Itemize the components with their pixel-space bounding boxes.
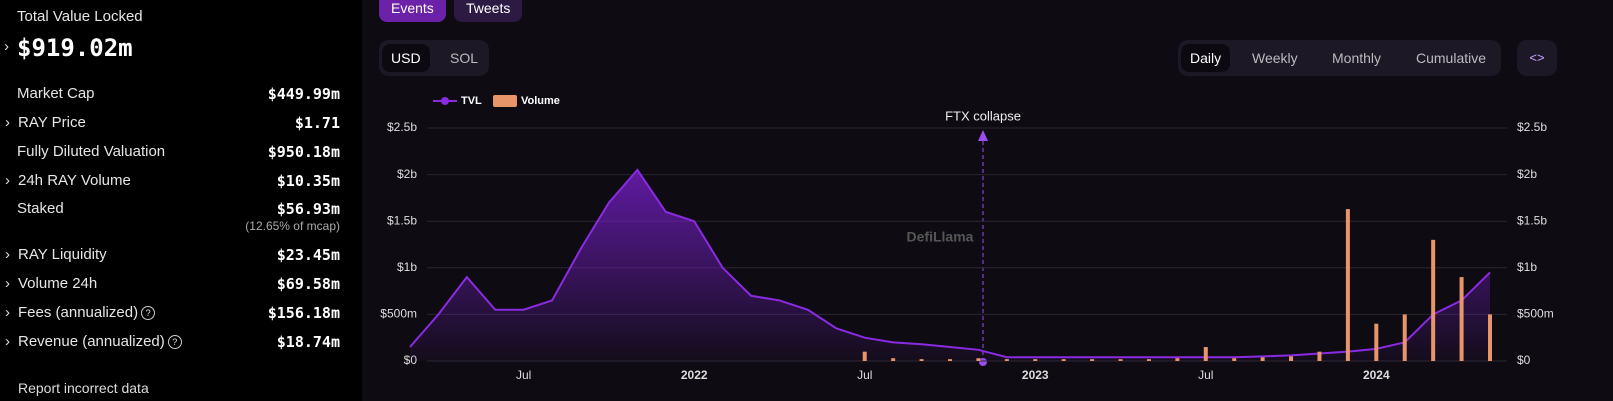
y-tick-label: $1b [397,260,417,274]
label-text: Revenue (annualized) [18,333,165,350]
volume-bar [1402,314,1407,361]
y2-tick-label: $2b [1517,167,1537,181]
volume-bar [1289,356,1294,361]
row-value: $449.99m [267,85,340,103]
chart: DefiLlama FTX collapse $0 $500m $1b $1.5b $2… [380,95,1554,382]
row-label: Market Cap [17,85,95,102]
help-icon[interactable]: ? [141,306,156,320]
chevron: › [4,38,9,55]
volume-bar [1232,358,1237,361]
row-label: Staked [17,200,64,217]
row-label[interactable]: Fees (annualized)? [18,304,156,321]
currency-button[interactable]: SOL [450,50,479,66]
y-tick-label: $2.5b [387,120,417,134]
watermark: DefiLlama [907,229,974,245]
legend-label: TVL [461,95,482,107]
volume-bar [1431,239,1436,361]
legend-swatch [493,95,517,107]
annotation: FTX collapse [945,108,1021,123]
embed-button[interactable]: <> [1517,40,1557,76]
volume-bar [1488,314,1492,361]
row-value: $10.35m [276,172,340,190]
volume-bar [1090,359,1095,361]
row-value: $23.45m [276,246,340,264]
row-label[interactable]: Volume 24h [18,275,98,292]
tvl-label: Total Value Locked [17,8,143,25]
y2-tick-label: $1.5b [1517,213,1547,227]
row-note: (12.65% of mcap) [245,219,340,233]
report-link[interactable]: Report incorrect data [18,380,149,396]
sidebar: Total Value Locked › $919.02m Market Cap… [0,0,362,401]
volume-bar [1004,359,1009,361]
x-tick-label: 2022 [681,368,708,382]
chevron: › [5,172,10,189]
volume-bar [919,359,924,361]
x-tick-label: Jul [516,368,531,382]
tab-button[interactable]: Events [379,0,446,22]
chevron: › [5,114,10,131]
legend-dot [441,97,449,105]
y2-tick-label: $500m [1517,307,1554,321]
volume-bar [1146,359,1151,361]
row-value: $156.18m [267,304,340,322]
legend-label: Volume [521,95,560,107]
period-button[interactable]: Cumulative [1416,50,1487,66]
y2-tick-label: $1b [1517,260,1537,274]
y-tick-label: $2b [397,167,417,181]
y2-tick-label: $2.5b [1517,120,1547,134]
period-button[interactable]: Daily [1181,44,1231,72]
event-arrow [978,130,988,141]
period-button[interactable]: Monthly [1332,50,1382,66]
row-value: $950.18m [267,143,340,161]
help-icon[interactable]: ? [167,335,182,349]
volume-bar [891,358,896,361]
label-text: Fees (annualized) [18,304,139,321]
period-toggle [1178,40,1501,76]
volume-bar [862,351,867,361]
volume-bar [1175,358,1180,361]
row-label[interactable]: RAY Price [18,114,86,131]
row-value: $18.74m [276,333,340,351]
tvl-area [410,169,1490,361]
period-button[interactable]: Weekly [1252,50,1298,66]
x-tick-label: 2023 [1022,368,1049,382]
tvl-value[interactable]: $919.02m [17,34,133,62]
row-value: $56.93m [276,200,340,218]
volume-bar [948,359,952,361]
volume-bar [1033,359,1038,361]
x-tick-label: 2024 [1363,368,1390,382]
x-tick-label: Jul [1198,368,1213,382]
row-value: $1.71 [294,114,340,132]
y-tick-label: $1.5b [387,213,417,227]
row-label[interactable]: 24h RAY Volume [18,172,131,189]
volume-bar [1061,359,1066,361]
row-value: $69.58m [276,275,340,293]
chevron: › [5,304,10,321]
volume-bar [976,358,981,361]
tab-button[interactable]: Tweets [454,0,523,22]
chevron: › [5,246,10,263]
volume-bar [1118,359,1123,361]
x-tick-label: Jul [857,368,872,382]
volume-bar [1345,209,1350,361]
volume-bar [1260,357,1265,361]
y-tick-label: $500m [380,307,417,321]
row-label[interactable]: Revenue (annualized)? [18,333,182,350]
row-label[interactable]: RAY Liquidity [18,246,107,263]
chevron: › [5,275,10,292]
y2-tick-label: $0 [1517,353,1531,367]
currency-button[interactable]: USD [382,44,430,72]
volume-bar [1374,323,1379,361]
volume-bar [1203,347,1208,361]
volume-bar [1459,277,1464,361]
chevron: › [5,333,10,350]
row-label: Fully Diluted Valuation [17,143,166,160]
volume-bar [1317,351,1322,361]
tvl-line [409,168,1491,359]
